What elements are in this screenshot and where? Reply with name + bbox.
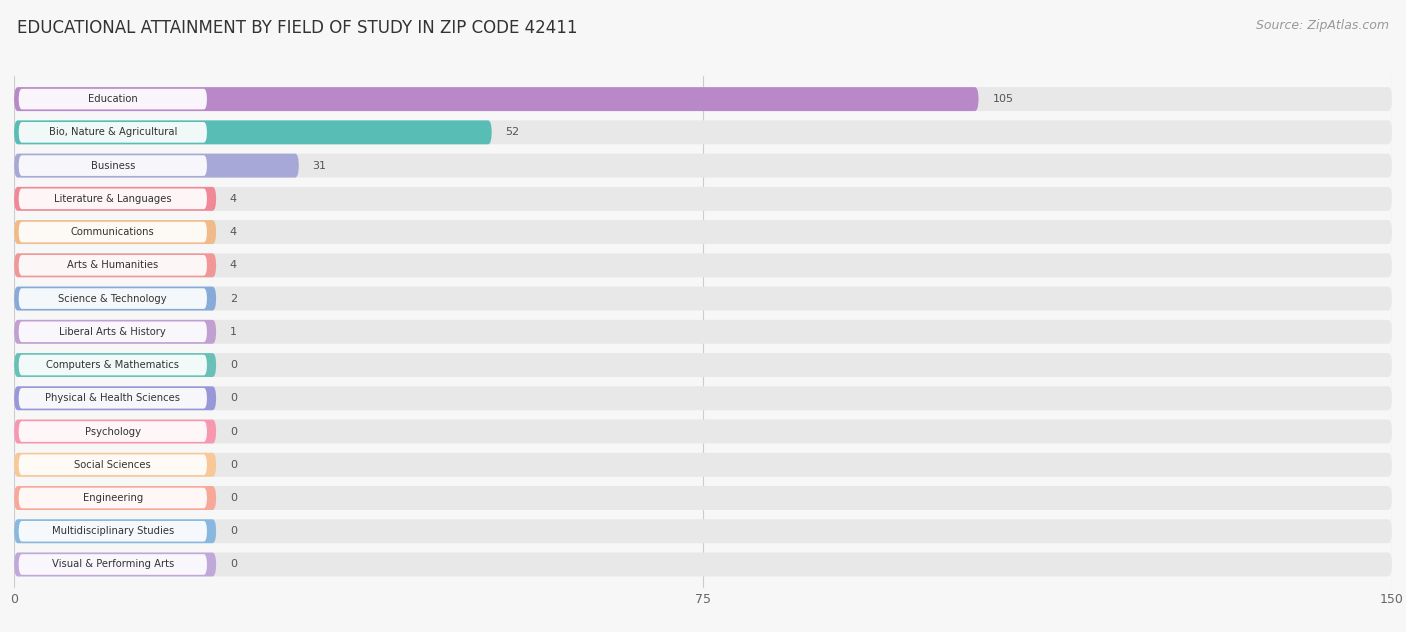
Text: 31: 31 — [312, 161, 326, 171]
Text: Social Sciences: Social Sciences — [75, 459, 152, 470]
FancyBboxPatch shape — [14, 320, 1392, 344]
Text: 4: 4 — [231, 194, 238, 204]
FancyBboxPatch shape — [14, 220, 217, 244]
FancyBboxPatch shape — [14, 486, 1392, 510]
Text: Psychology: Psychology — [84, 427, 141, 437]
Text: 4: 4 — [231, 227, 238, 237]
Text: 0: 0 — [231, 559, 238, 569]
Text: 0: 0 — [231, 393, 238, 403]
Text: 4: 4 — [231, 260, 238, 270]
Text: 52: 52 — [506, 128, 520, 137]
Text: 0: 0 — [231, 459, 238, 470]
Text: 0: 0 — [231, 493, 238, 503]
Text: 105: 105 — [993, 94, 1014, 104]
FancyBboxPatch shape — [18, 255, 207, 276]
FancyBboxPatch shape — [14, 286, 217, 310]
Text: Communications: Communications — [70, 227, 155, 237]
FancyBboxPatch shape — [18, 454, 207, 475]
Text: Bio, Nature & Agricultural: Bio, Nature & Agricultural — [49, 128, 177, 137]
FancyBboxPatch shape — [14, 187, 1392, 211]
FancyBboxPatch shape — [14, 154, 1392, 178]
Text: Engineering: Engineering — [83, 493, 143, 503]
Text: Liberal Arts & History: Liberal Arts & History — [59, 327, 166, 337]
FancyBboxPatch shape — [18, 322, 207, 342]
FancyBboxPatch shape — [14, 386, 1392, 410]
FancyBboxPatch shape — [14, 520, 217, 544]
FancyBboxPatch shape — [18, 89, 207, 109]
Text: 1: 1 — [231, 327, 238, 337]
Text: Source: ZipAtlas.com: Source: ZipAtlas.com — [1256, 19, 1389, 32]
FancyBboxPatch shape — [14, 253, 217, 277]
FancyBboxPatch shape — [18, 488, 207, 508]
FancyBboxPatch shape — [18, 554, 207, 574]
FancyBboxPatch shape — [14, 453, 1392, 477]
Text: Physical & Health Sciences: Physical & Health Sciences — [45, 393, 180, 403]
Text: EDUCATIONAL ATTAINMENT BY FIELD OF STUDY IN ZIP CODE 42411: EDUCATIONAL ATTAINMENT BY FIELD OF STUDY… — [17, 19, 578, 37]
Text: 0: 0 — [231, 526, 238, 536]
FancyBboxPatch shape — [18, 521, 207, 542]
FancyBboxPatch shape — [14, 187, 217, 211]
Text: Business: Business — [90, 161, 135, 171]
FancyBboxPatch shape — [14, 154, 299, 178]
FancyBboxPatch shape — [14, 386, 217, 410]
FancyBboxPatch shape — [14, 120, 492, 144]
FancyBboxPatch shape — [14, 353, 217, 377]
Text: Literature & Languages: Literature & Languages — [53, 194, 172, 204]
Text: Education: Education — [89, 94, 138, 104]
FancyBboxPatch shape — [18, 388, 207, 409]
FancyBboxPatch shape — [18, 188, 207, 209]
FancyBboxPatch shape — [14, 87, 1392, 111]
FancyBboxPatch shape — [14, 453, 217, 477]
Text: 0: 0 — [231, 360, 238, 370]
FancyBboxPatch shape — [18, 288, 207, 309]
Text: 2: 2 — [231, 293, 238, 303]
FancyBboxPatch shape — [14, 486, 217, 510]
FancyBboxPatch shape — [18, 421, 207, 442]
Text: 0: 0 — [231, 427, 238, 437]
FancyBboxPatch shape — [14, 220, 1392, 244]
FancyBboxPatch shape — [14, 286, 1392, 310]
Text: Science & Technology: Science & Technology — [59, 293, 167, 303]
Text: Multidisciplinary Studies: Multidisciplinary Studies — [52, 526, 174, 536]
FancyBboxPatch shape — [14, 320, 217, 344]
FancyBboxPatch shape — [18, 355, 207, 375]
FancyBboxPatch shape — [14, 353, 1392, 377]
Text: Arts & Humanities: Arts & Humanities — [67, 260, 159, 270]
FancyBboxPatch shape — [14, 253, 1392, 277]
FancyBboxPatch shape — [14, 420, 217, 444]
FancyBboxPatch shape — [14, 87, 979, 111]
FancyBboxPatch shape — [14, 552, 1392, 576]
FancyBboxPatch shape — [18, 155, 207, 176]
FancyBboxPatch shape — [18, 122, 207, 143]
FancyBboxPatch shape — [18, 222, 207, 243]
Text: Computers & Mathematics: Computers & Mathematics — [46, 360, 180, 370]
FancyBboxPatch shape — [14, 552, 217, 576]
FancyBboxPatch shape — [14, 420, 1392, 444]
Text: Visual & Performing Arts: Visual & Performing Arts — [52, 559, 174, 569]
FancyBboxPatch shape — [14, 120, 1392, 144]
FancyBboxPatch shape — [14, 520, 1392, 544]
